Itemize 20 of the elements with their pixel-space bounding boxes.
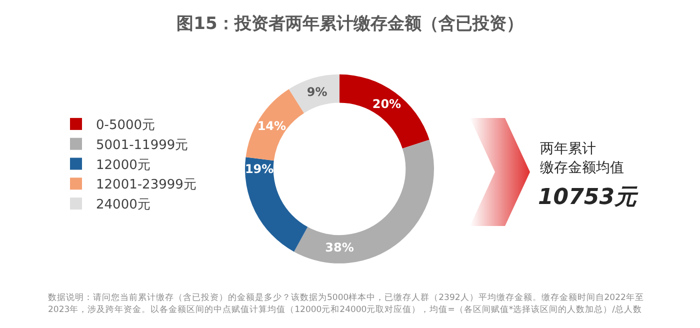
donut-slice [246,89,304,161]
text: 10753元 [538,184,637,212]
text: 数据说明：请问您当前累计缴存（含已投资）的金额是多少？该数据为5000样本中，已缴存人群（2392人）平均缴存金额。缴存金额时间自2022年至2023年，涉及跨年资金。以各金额区间的中点赋值计算均值（12000元和24000元取对应值），均值=（各区间赋值*选择该区间的人数加总）/总人数 [48,292,645,316]
donut-slice [294,140,434,264]
donut-slice [340,74,430,148]
text: 两年累计 [540,140,596,159]
legend-label: 24000元 [96,198,150,213]
data-label: 38% [325,240,354,255]
data-label: 14% [257,118,286,133]
legend-label: 0-5000元 [96,118,156,134]
legend-label: 12000元 [96,158,150,173]
data-label: 9% [306,84,328,99]
data-label: 20% [372,96,402,111]
donut-slice [245,157,308,252]
legend-label: 12001-23999元 [96,178,196,193]
chart-title: 图15：投资者两年累计缴存金额（含已投资） [176,14,524,34]
legend-label: 5001-11999元 [96,138,188,153]
text: 缴存金额均值 [540,159,624,178]
donut-slice [288,74,340,114]
data-label: 19% [244,162,274,176]
